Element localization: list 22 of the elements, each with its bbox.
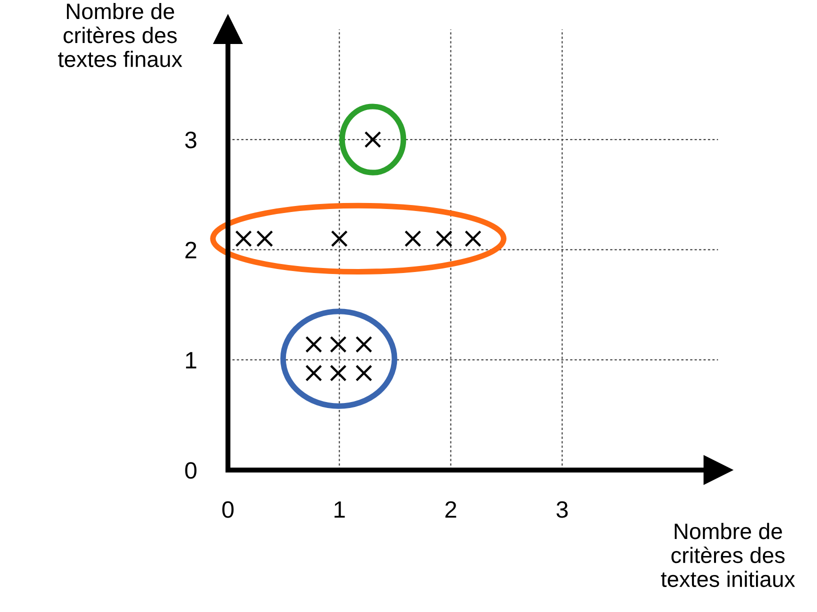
y-tick-label: 1 (186, 352, 196, 368)
y-tick-label: 3 (185, 132, 196, 148)
x-tick-label: 1 (334, 501, 345, 518)
point (330, 336, 347, 353)
point (464, 230, 482, 248)
point (235, 230, 252, 248)
x-tick-label: 2 (445, 501, 456, 518)
point (305, 364, 322, 382)
point (355, 336, 372, 353)
point (256, 230, 274, 248)
point (404, 230, 422, 248)
point (330, 364, 347, 382)
point (305, 336, 322, 353)
point (330, 230, 348, 248)
y-tick-label: 0 (185, 462, 196, 479)
y-axis-title: Nombre de critères des textes finaux (58, 2, 182, 68)
point (355, 364, 372, 382)
x-axis-title: Nombre de critères des textes initiaux (660, 522, 796, 588)
x-tick-label: 3 (556, 501, 568, 518)
x-tick-label: 0 (222, 501, 234, 518)
point (436, 230, 452, 248)
y-tick-label: 2 (185, 242, 196, 258)
